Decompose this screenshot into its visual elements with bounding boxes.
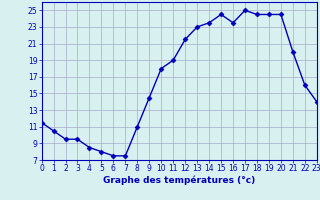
X-axis label: Graphe des températures (°c): Graphe des températures (°c): [103, 176, 255, 185]
